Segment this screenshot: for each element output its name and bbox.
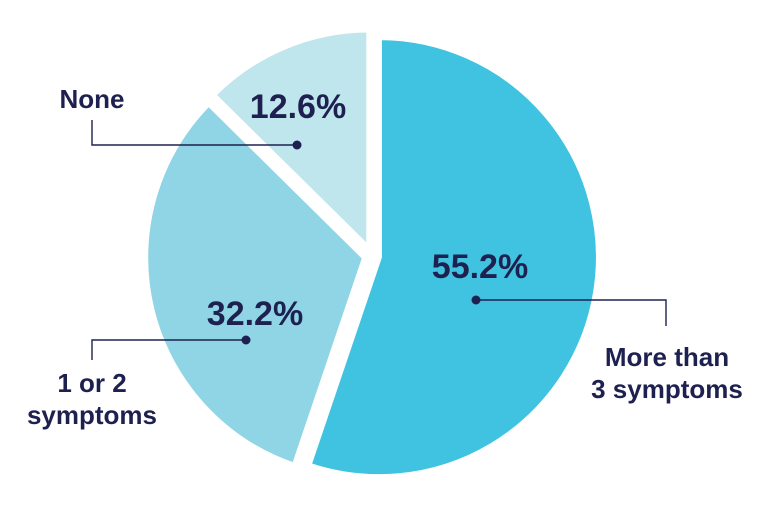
slice-label-2-line-0: None xyxy=(60,84,125,114)
data-label-0: 55.2% xyxy=(432,248,528,286)
leader-dot-1 xyxy=(241,335,251,345)
leader-line-2 xyxy=(91,120,297,146)
pie-slice-2 xyxy=(208,26,373,257)
data-label-2: 12.6% xyxy=(250,88,346,126)
leader-line-0 xyxy=(476,299,667,326)
leader-dot-0 xyxy=(471,295,481,305)
slice-label-1-line-0: 1 or 2 xyxy=(57,368,126,398)
slice-label-1-line-1: symptoms xyxy=(27,400,157,430)
pie-slice-0 xyxy=(304,34,602,481)
leader-line-1 xyxy=(91,339,246,360)
pie-slice-1 xyxy=(142,98,369,470)
slice-label-0-line-0: More than xyxy=(605,342,729,372)
data-label-1: 32.2% xyxy=(207,295,303,333)
slice-label-0-line-1: 3 symptoms xyxy=(591,374,743,404)
leader-dot-2 xyxy=(292,140,302,150)
